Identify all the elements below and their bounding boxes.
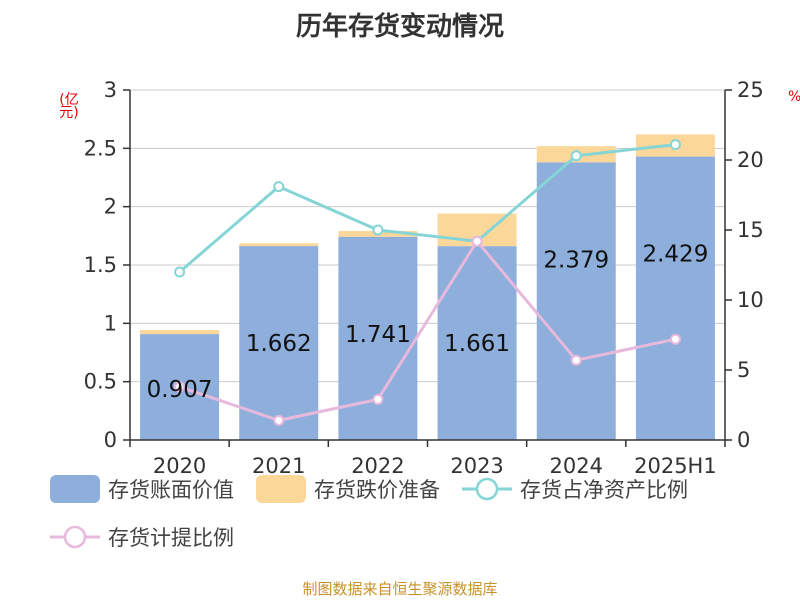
bar-data-label: 2.429 <box>642 242 708 268</box>
left-axis-tick-label: 1 <box>104 311 117 335</box>
legend-label-provision-ratio: 存货计提比例 <box>108 526 234 550</box>
point-ratio-net-assets <box>570 150 582 162</box>
legend-row-1: 存货账面价值 存货跌价准备 存货占净资产比例 <box>50 474 710 504</box>
bar-book-value <box>239 246 319 440</box>
point-ratio-net-assets <box>372 224 384 236</box>
right-axis-tick-label: 25 <box>737 78 764 102</box>
legend-label-book-value: 存货账面价值 <box>108 478 234 502</box>
right-axis-tick-label: 10 <box>737 288 764 312</box>
point-provision-ratio <box>570 354 582 366</box>
bar-data-label: 1.741 <box>345 322 411 348</box>
left-axis-tick-label: 2.5 <box>84 136 117 160</box>
legend-item-provision-ratio[interactable]: 存货计提比例 <box>50 522 234 552</box>
bar-book-value <box>437 246 517 440</box>
chart-title: 历年存货变动情况 <box>295 12 504 42</box>
point-provision-ratio <box>471 235 483 247</box>
legend-swatch-book-value <box>50 475 100 503</box>
legend-label-ratio-net-assets: 存货占净资产比例 <box>520 478 688 502</box>
bar-impairment <box>140 330 220 335</box>
legend-line-icon-ratio-net-assets <box>462 477 512 501</box>
left-axis-tick-label: 1.5 <box>84 253 117 277</box>
right-axis-tick-label: 0 <box>737 428 750 452</box>
legend-swatch-impairment <box>256 475 306 503</box>
bar-data-label: 1.661 <box>444 331 510 357</box>
data-source-note: 制图数据来自恒生聚源数据库 <box>302 580 498 598</box>
bar-book-value <box>536 162 616 440</box>
legend-line-icon-provision-ratio <box>50 525 100 549</box>
bar-data-label: 0.907 <box>147 377 213 403</box>
point-ratio-net-assets <box>273 181 285 193</box>
point-provision-ratio <box>669 333 681 345</box>
x-axis-tick-label: 2020 <box>153 454 206 478</box>
x-axis-tick-label: 2024 <box>550 454 603 478</box>
legend-item-ratio-net-assets[interactable]: 存货占净资产比例 <box>462 474 688 504</box>
x-axis-tick-label: 2025H1 <box>634 454 717 478</box>
left-axis-tick-label: 3 <box>104 78 117 102</box>
legend-row-2: 存货计提比例 <box>50 522 256 552</box>
x-axis-tick-label: 2022 <box>351 454 404 478</box>
x-axis-tick-label: 2023 <box>450 454 503 478</box>
x-axis-tick-label: 2021 <box>252 454 305 478</box>
legend-item-impairment[interactable]: 存货跌价准备 <box>256 474 440 504</box>
point-provision-ratio <box>273 414 285 426</box>
right-axis-unit: % <box>788 90 800 104</box>
right-axis-tick-label: 15 <box>737 218 764 242</box>
left-axis-tick-label: 0.5 <box>84 370 117 394</box>
left-axis-tick-label: 0 <box>104 428 117 452</box>
point-ratio-net-assets <box>174 266 186 278</box>
bar-book-value <box>635 156 715 440</box>
bar-data-label: 1.662 <box>246 331 312 357</box>
legend-item-book-value[interactable]: 存货账面价值 <box>50 474 234 504</box>
right-axis-tick-label: 20 <box>737 148 764 172</box>
bar-impairment <box>239 243 319 247</box>
point-ratio-net-assets <box>669 139 681 151</box>
point-provision-ratio <box>372 393 384 405</box>
line-provision-ratio <box>179 238 676 422</box>
left-axis-tick-label: 2 <box>104 195 117 219</box>
right-axis-tick-label: 5 <box>737 358 750 382</box>
line-ratio-net-assets <box>178 143 676 274</box>
point-provision-ratio <box>174 381 186 393</box>
left-axis-unit: (亿元) <box>59 92 79 121</box>
bar-data-label: 2.379 <box>543 247 609 273</box>
legend-label-impairment: 存货跌价准备 <box>314 478 440 502</box>
